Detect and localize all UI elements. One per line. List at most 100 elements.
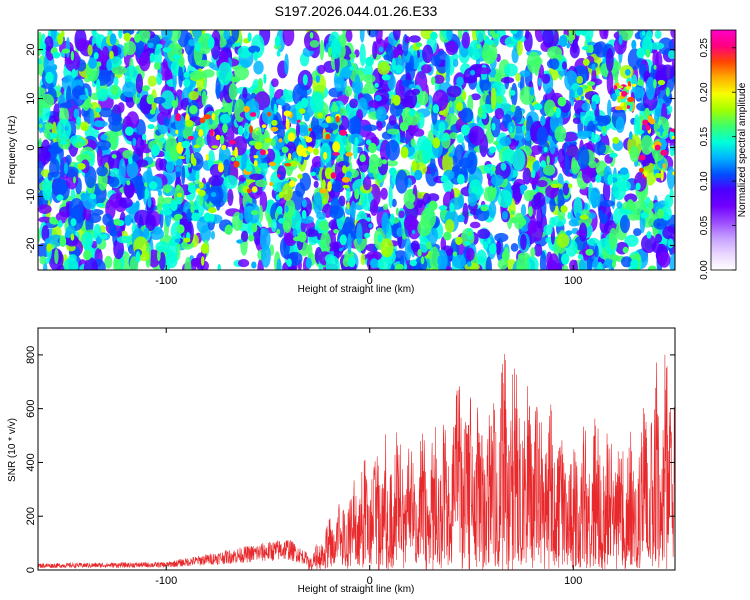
spectrogram-cell [97, 88, 109, 101]
spectrogram-cell [457, 134, 464, 144]
spectrogram-cell [647, 231, 652, 239]
spectrogram-hotspot [308, 128, 312, 131]
spectrogram-cell [208, 37, 215, 49]
spectrogram-cell [518, 265, 524, 273]
colorbar-tick-label: 0.10 [699, 171, 710, 191]
spectrogram-hotspot [343, 185, 350, 189]
spectrogram-cell [251, 262, 256, 269]
spectrogram-cell [257, 167, 261, 174]
spectrogram-cell [90, 194, 97, 200]
spectrogram-cell [108, 177, 119, 188]
spectrogram-cell [65, 126, 69, 130]
spectrogram-cell [323, 152, 327, 160]
snr-panel: -100 0 1000200400600800 Height of straight… [7, 328, 675, 595]
spectrogram-cell [346, 171, 352, 177]
spectrogram-cell [655, 30, 662, 39]
spectrogram-cell [510, 90, 516, 96]
spectrogram-cell [414, 170, 422, 180]
spectrogram-cell [142, 134, 146, 140]
spectrogram-cell [310, 99, 314, 106]
spectrogram-cell [396, 208, 399, 216]
spectrogram-cell [580, 27, 587, 36]
colorbar: 0.000.050.100.150.200.25 Normalized spec… [699, 30, 748, 280]
spectrogram-cell [314, 181, 319, 188]
spectrogram-cell [53, 52, 61, 59]
spectrogram-cell [582, 46, 589, 50]
spectrogram-cell [509, 126, 512, 133]
spectrogram-cell [607, 71, 614, 95]
spectrogram-cell [248, 234, 254, 241]
spectrogram-cell [45, 72, 53, 84]
spectrogram-hotspot [284, 111, 291, 117]
spectrogram-y-axis-title: Frequency (Hz) [7, 116, 18, 185]
spectrogram-cell [378, 61, 391, 75]
spectrogram-cell [455, 237, 462, 245]
spectrogram-cell [189, 105, 198, 114]
spectrogram-cell [234, 99, 245, 123]
spectrogram-y-tick-label: 20 [25, 43, 37, 55]
spectrogram-cell [84, 257, 98, 280]
spectrogram-hotspot [345, 152, 353, 156]
spectrogram-cell [176, 159, 183, 166]
spectrogram-cell [524, 31, 533, 52]
spectrogram-cell [277, 258, 282, 276]
spectrogram-cell [148, 124, 155, 129]
spectrogram-cell [560, 205, 567, 213]
colorbar-tick-label: 0.20 [699, 82, 710, 102]
spectrogram-cell [594, 141, 606, 155]
spectrogram-cell [355, 137, 359, 146]
spectrogram-cell [42, 42, 46, 50]
spectrogram-cell [71, 218, 77, 226]
spectrogram-hotspot [220, 108, 228, 112]
spectrogram-peak [621, 91, 627, 97]
spectrogram-cell [188, 39, 194, 46]
spectrogram-cell [668, 50, 676, 59]
spectrogram-hotspot [615, 106, 623, 110]
spectrogram-hotspot [326, 116, 331, 123]
spectrogram-cell [202, 90, 207, 106]
spectrogram-cell [501, 77, 514, 83]
spectrogram-cell [283, 220, 289, 231]
spectrogram-cell [310, 172, 316, 176]
spectrogram-hotspot [221, 145, 226, 150]
snr-y-tick-label: 200 [25, 507, 37, 525]
spectrogram-cell [605, 258, 610, 265]
spectrogram-cell [477, 44, 481, 49]
spectrogram-cell [585, 249, 593, 256]
spectrogram-cell [53, 64, 57, 70]
spectrogram-cell [537, 126, 548, 145]
spectrogram-cell [409, 108, 415, 116]
spectrogram-cell [260, 228, 264, 235]
spectrogram-cell [646, 49, 651, 58]
spectrogram-cell [94, 120, 102, 127]
spectrogram-cell [231, 20, 239, 42]
spectrogram-cell [430, 156, 436, 176]
spectrogram-hotspot [627, 97, 634, 102]
spectrogram-cell [258, 78, 263, 89]
spectrogram-cell [136, 74, 143, 94]
spectrogram-cell [431, 76, 435, 85]
spectrogram-cell [563, 183, 569, 196]
spectrogram-cell [135, 201, 139, 209]
spectrogram-cell [377, 121, 383, 131]
spectrogram-cell [390, 213, 395, 225]
spectrogram-cell [171, 100, 177, 107]
spectrogram-hotspot [335, 116, 339, 123]
spectrogram-cell [112, 154, 117, 158]
spectrogram-cell [636, 130, 644, 134]
spectrogram-hotspot [660, 150, 667, 156]
spectrogram-cell [581, 96, 584, 100]
spectrogram-cell [69, 254, 77, 261]
spectrogram-cell [283, 89, 288, 98]
spectrogram-cell [530, 145, 541, 155]
spectrogram-hotspot [185, 120, 193, 127]
spectrogram-cell [72, 207, 78, 217]
spectrogram-cell [277, 165, 286, 180]
spectrogram-cell [322, 179, 326, 190]
spectrogram-cell [550, 141, 556, 155]
spectrogram-cell [648, 200, 653, 209]
spectrogram-cell [546, 252, 552, 268]
spectrogram-cell [642, 31, 645, 36]
spectrogram-cell [477, 67, 492, 74]
spectrogram-cell [212, 113, 216, 121]
